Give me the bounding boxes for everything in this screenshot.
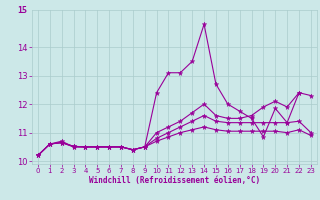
X-axis label: Windchill (Refroidissement éolien,°C): Windchill (Refroidissement éolien,°C) xyxy=(89,176,260,185)
Text: 15: 15 xyxy=(17,6,28,15)
